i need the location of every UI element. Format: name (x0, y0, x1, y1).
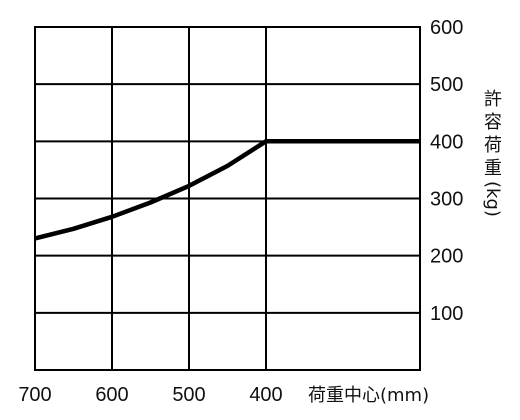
y-axis-label-char: 許 (484, 89, 502, 110)
x-tick-labels: 700 600 500 400 (18, 384, 282, 406)
x-tick-label: 500 (172, 384, 205, 406)
y-tick-labels: 100 200 300 400 500 600 (430, 17, 463, 325)
y-tick-label: 500 (430, 74, 463, 96)
y-axis-label-char: 容 (484, 112, 502, 133)
y-axis-label-char: 重 (484, 158, 502, 179)
series-layer (35, 139, 420, 241)
y-axis-label-char: 荷 (484, 135, 502, 156)
y-axis-label-unit: (kg) (482, 181, 503, 217)
x-tick-label: 400 (249, 384, 282, 406)
y-tick-label: 200 (430, 246, 463, 268)
grid-lines (35, 27, 420, 370)
y-tick-label: 400 (430, 131, 463, 153)
plot-frame (34, 26, 421, 371)
x-axis-label: 荷重中心(mm) (308, 385, 429, 406)
y-tick-label: 100 (430, 303, 463, 325)
y-tick-label: 300 (430, 189, 463, 211)
x-tick-label: 700 (18, 384, 51, 406)
series-line (35, 139, 420, 241)
y-tick-label: 600 (430, 17, 463, 39)
x-tick-label: 600 (95, 384, 128, 406)
